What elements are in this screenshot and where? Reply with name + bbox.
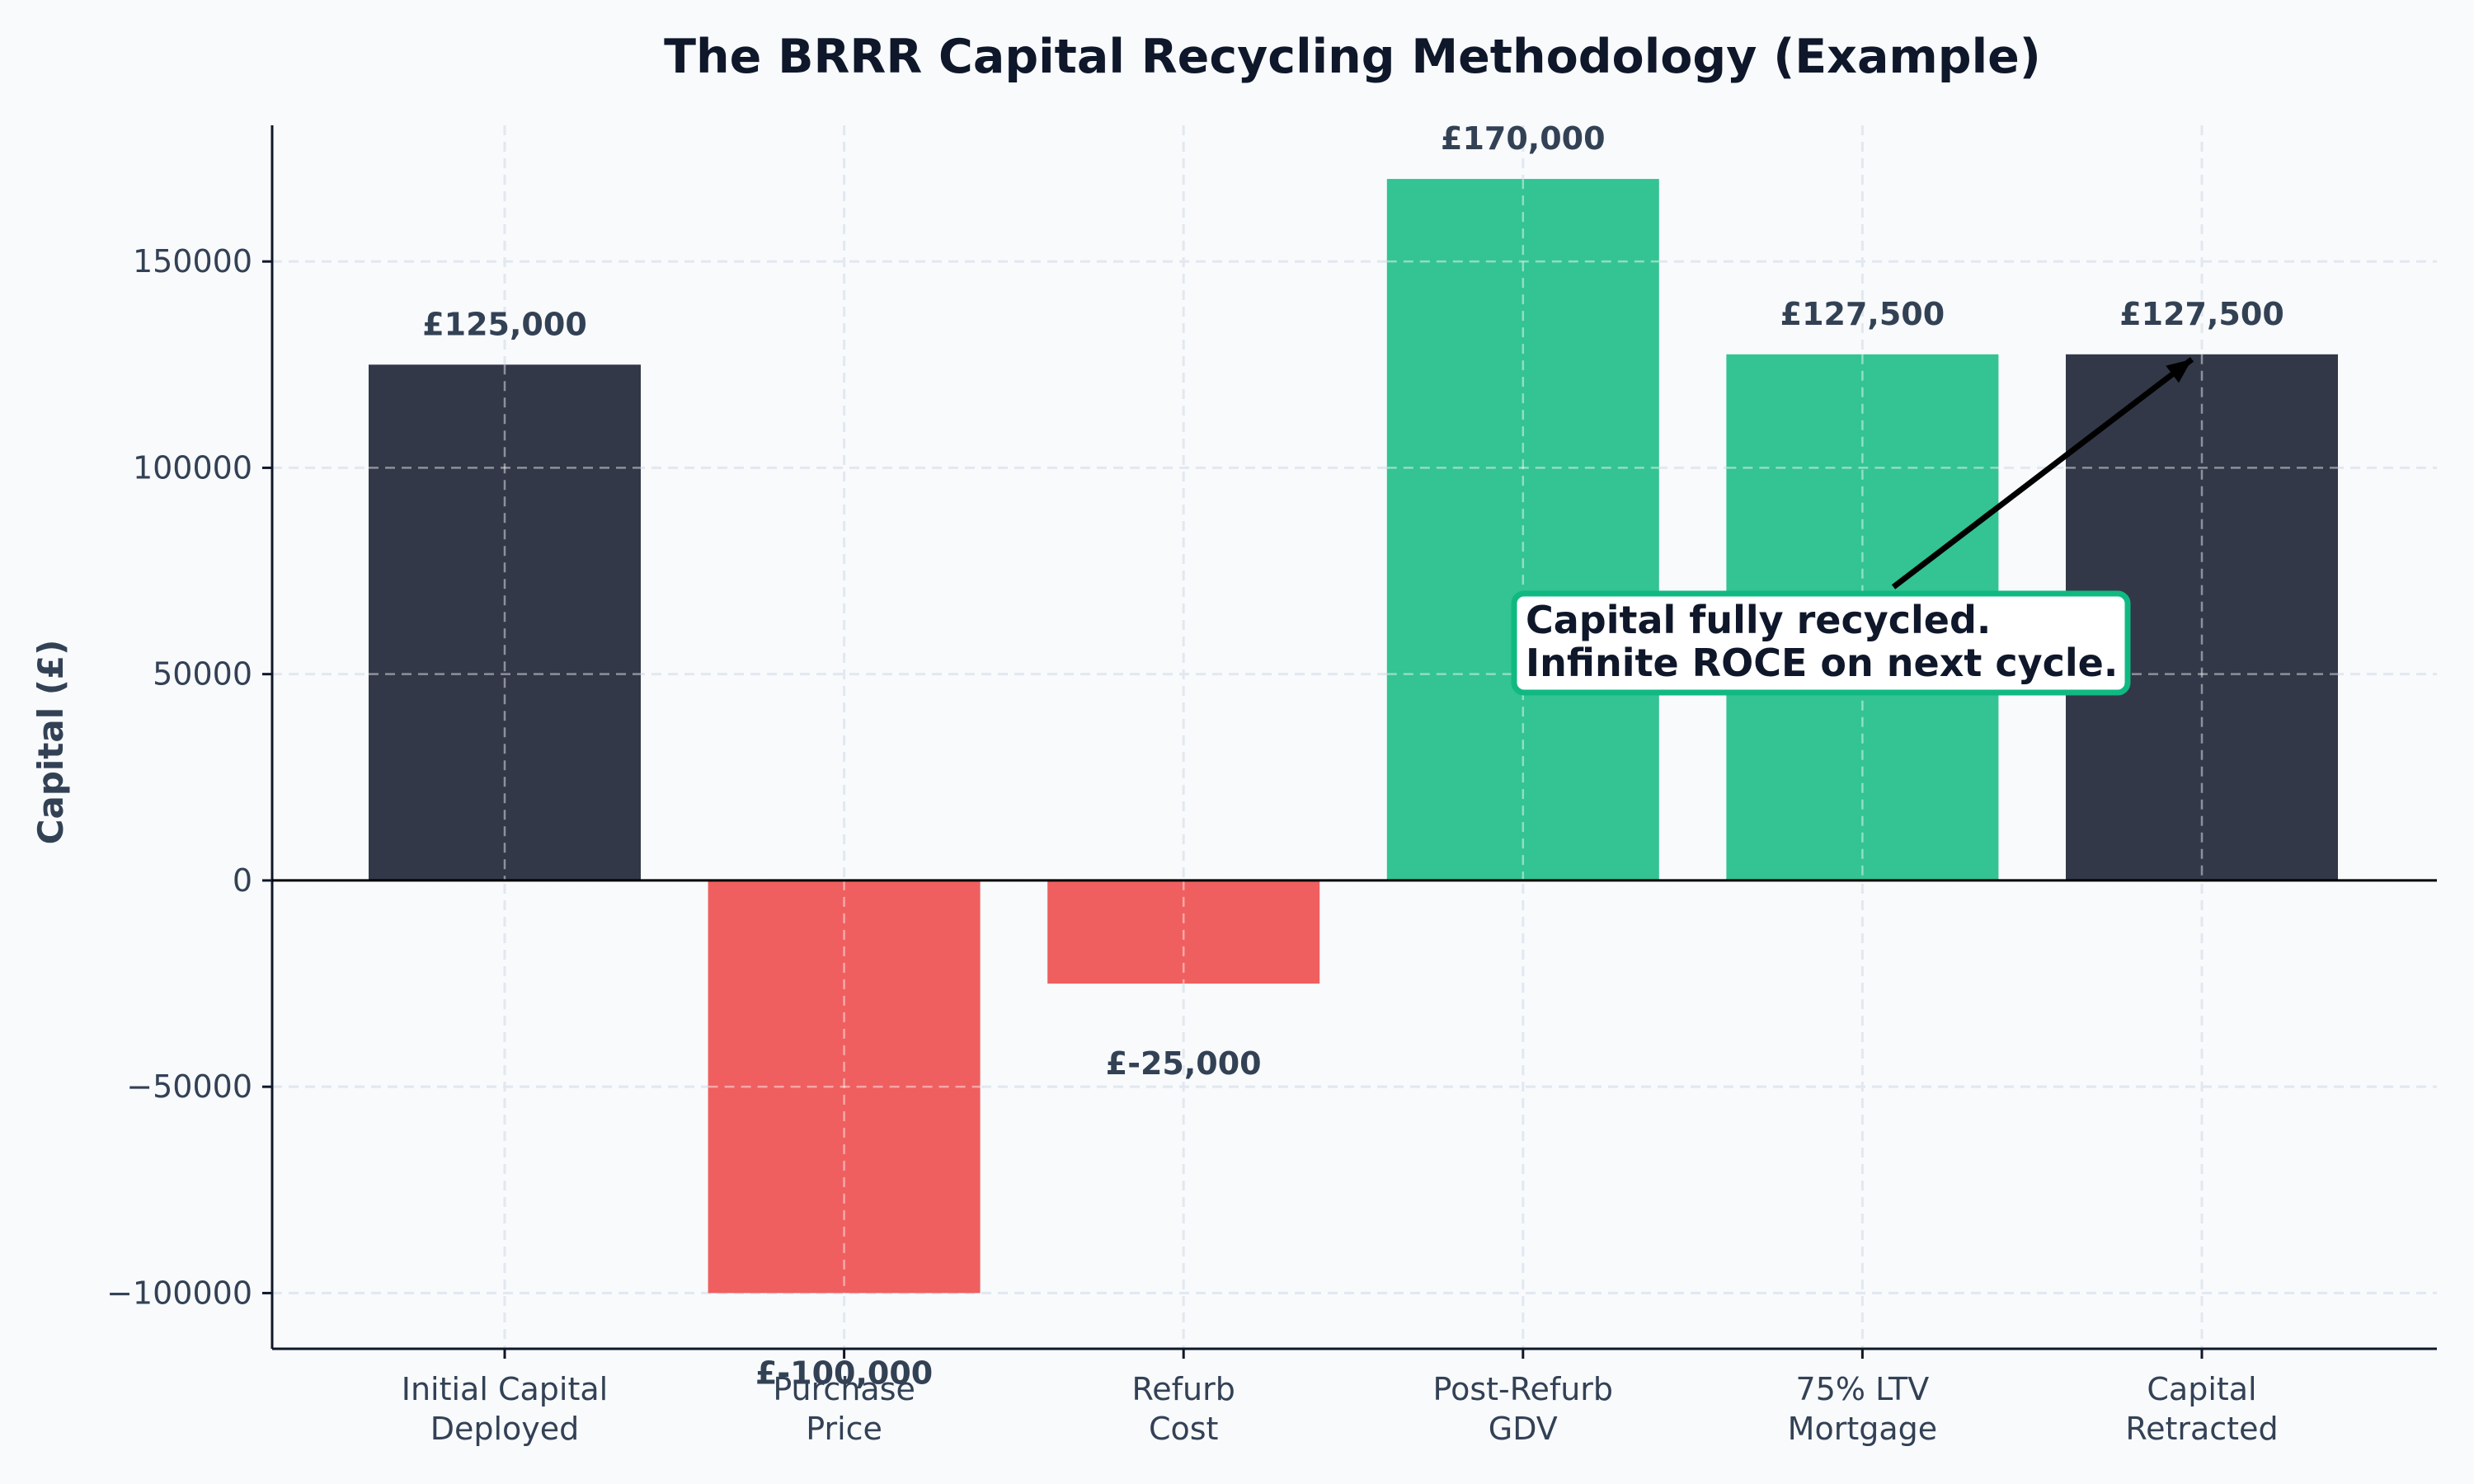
annotation: Capital fully recycled.Infinite ROCE on … xyxy=(1511,356,2194,696)
y-tick-label: 50000 xyxy=(153,656,252,693)
value-label: £-100,000 xyxy=(755,1355,933,1391)
x-tick-label: Retracted xyxy=(2125,1411,2278,1447)
annotation-text: Infinite ROCE on next cycle. xyxy=(1526,641,2118,685)
x-tick-label: Initial Capital xyxy=(402,1371,608,1407)
annotation-arrow-head xyxy=(2166,359,2192,383)
axes xyxy=(270,125,2437,1350)
chart-title: The BRRR Capital Recycling Methodology (… xyxy=(664,30,2041,84)
x-tick-label: Mortgage xyxy=(1788,1411,1937,1447)
bars xyxy=(369,179,2338,1294)
annotation-box xyxy=(1511,590,2131,696)
bar xyxy=(1047,880,1320,984)
x-tick-label: Deployed xyxy=(430,1411,580,1447)
y-axis-label: Capital (£) xyxy=(31,640,71,845)
value-label: £127,500 xyxy=(2119,296,2284,332)
x-tick-label: Purchase xyxy=(773,1371,915,1407)
annotation-arrow-shaft xyxy=(1891,356,2194,589)
y-tick-label: −50000 xyxy=(126,1068,252,1105)
y-tick-label: 150000 xyxy=(133,243,252,279)
value-label: £-25,000 xyxy=(1106,1045,1262,1082)
y-ticks: −100000 −50000 0 50000 100000 150000 xyxy=(106,243,272,1311)
y-tick-label: 0 xyxy=(233,862,252,899)
value-labels: £125,000 £-100,000 £-25,000 £170,000 £127,50… xyxy=(422,120,2284,1391)
x-tick-label: Price xyxy=(806,1411,882,1447)
x-tick-label: Post-Refurb xyxy=(1433,1371,1614,1407)
x-tick-label: GDV xyxy=(1489,1411,1558,1447)
bar xyxy=(708,880,981,1294)
x-tick-label: Refurb xyxy=(1132,1371,1235,1407)
x-ticks: Initial Capital Deployed Purchase Price Refu… xyxy=(402,1349,2279,1447)
y-tick-label: −100000 xyxy=(106,1275,252,1311)
value-label: £127,500 xyxy=(1780,296,1945,332)
grid-overlay xyxy=(369,179,2338,1294)
x-tick-label: Cost xyxy=(1149,1411,1218,1447)
annotation-text: Capital fully recycled. xyxy=(1526,598,1991,642)
bar xyxy=(369,364,641,881)
x-tick-label: 75% LTV xyxy=(1796,1371,1930,1407)
y-tick-label: 100000 xyxy=(133,449,252,486)
bar xyxy=(1386,179,1659,881)
x-tick-label: Capital xyxy=(2147,1371,2256,1407)
value-label: £125,000 xyxy=(422,306,587,342)
value-label: £170,000 xyxy=(1441,120,1606,157)
